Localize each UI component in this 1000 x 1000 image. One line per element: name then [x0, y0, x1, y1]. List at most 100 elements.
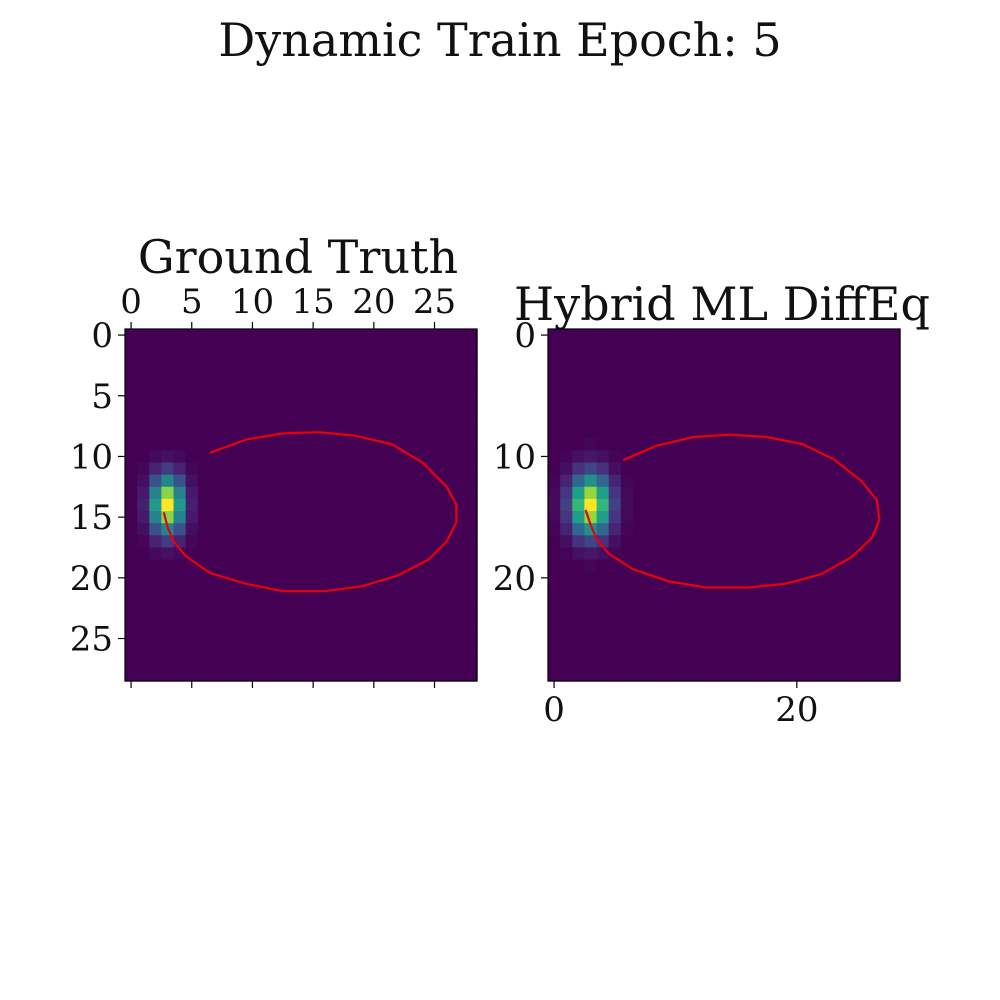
heatmap-cell [343, 377, 357, 391]
heatmap-cell [657, 365, 670, 379]
heatmap-cell [730, 668, 743, 682]
heatmap-cell [766, 377, 780, 391]
heatmap-cell [270, 511, 284, 524]
heatmap-cell [887, 559, 901, 573]
heatmap-cell [137, 450, 150, 464]
heatmap-cell [185, 608, 199, 621]
heatmap-cell [790, 535, 804, 549]
heatmap-cell [173, 341, 187, 354]
heatmap-cell [307, 474, 320, 488]
heatmap-cell [282, 620, 296, 634]
heatmap-cell [875, 620, 889, 634]
heatmap-cell [161, 596, 175, 609]
heatmap-cell [294, 620, 308, 634]
heatmap-cell [209, 523, 223, 536]
heatmap-cell [584, 596, 598, 609]
heatmap-cell [185, 656, 199, 670]
heatmap-cell [827, 535, 840, 549]
heatmap-cell [246, 583, 260, 597]
heatmap-cell [839, 498, 853, 512]
heatmap-cell [234, 341, 247, 354]
x-tick-label: 0 [120, 282, 142, 322]
heatmap-cell [730, 438, 743, 451]
heatmap-cell [234, 632, 247, 646]
heatmap-cell [778, 571, 792, 585]
heatmap-cell [681, 535, 695, 549]
heatmap-cell [428, 511, 442, 524]
heatmap-cell [161, 413, 175, 427]
heatmap-cell [778, 559, 792, 573]
heatmap-cell [778, 644, 792, 658]
heatmap-cell [379, 656, 393, 670]
heatmap-cell [560, 438, 573, 451]
heatmap-cell [307, 450, 320, 464]
heatmap-cell [730, 329, 743, 342]
heatmap-cell [137, 608, 150, 621]
heatmap-cell [319, 511, 332, 524]
heatmap-cell [851, 450, 865, 464]
heatmap-cell [319, 559, 332, 573]
heatmap-cell [343, 632, 357, 646]
heatmap-cell [742, 401, 755, 415]
heatmap-cell [815, 426, 828, 439]
heatmap-cell [307, 462, 320, 476]
heatmap-cell [802, 559, 816, 573]
heatmap-cell [681, 365, 695, 379]
heatmap-cell [464, 329, 478, 342]
heatmap-cell [282, 329, 296, 342]
heatmap-cell [125, 365, 138, 379]
heatmap-cell [596, 438, 610, 451]
heatmap-cell [790, 620, 804, 634]
heatmap-cell [173, 583, 187, 597]
heatmap-cell [669, 365, 683, 379]
heatmap-cell [693, 353, 707, 367]
heatmap-cell [596, 353, 610, 367]
heatmap-cell [693, 511, 707, 524]
heatmap-cell [173, 668, 187, 682]
heatmap-cell [802, 632, 816, 646]
heatmap-cell [149, 486, 163, 500]
heatmap-cell [730, 474, 743, 488]
heatmap-cell [887, 329, 901, 342]
heatmap-cell [657, 668, 670, 682]
heatmap-cell [681, 644, 695, 658]
heatmap-cell [282, 498, 296, 512]
heatmap-cell [161, 498, 175, 512]
heatmap-cell [319, 596, 332, 609]
heatmap-cell [863, 583, 877, 597]
heatmap-cell [161, 571, 175, 585]
heatmap-cell [209, 462, 223, 476]
heatmap-cell [282, 608, 296, 621]
heatmap-cell [149, 365, 163, 379]
heatmap-cell [464, 535, 478, 549]
heatmap-cell [404, 426, 417, 439]
heatmap-cell [355, 486, 369, 500]
heatmap-cell [464, 365, 478, 379]
heatmap-cell [125, 596, 138, 609]
heatmap-cell [730, 632, 743, 646]
heatmap-cell [851, 632, 865, 646]
heatmap-cell [197, 547, 211, 561]
heatmap-cell [839, 596, 853, 609]
heatmap-cell [428, 620, 442, 634]
heatmap-cell [681, 668, 695, 682]
heatmap-cell [548, 620, 561, 634]
heatmap-cell [584, 377, 598, 391]
heatmap-cell [149, 583, 163, 597]
heatmap-cell [452, 596, 466, 609]
heatmap-cell [802, 450, 816, 464]
heatmap-cell [620, 462, 634, 476]
heatmap-cell [657, 632, 670, 646]
heatmap-cell [440, 389, 454, 403]
heatmap-cell [742, 389, 755, 403]
heatmap-cell [730, 596, 743, 609]
heatmap-cell [149, 668, 163, 682]
heatmap-cell [815, 583, 828, 597]
heatmap-cell [572, 596, 586, 609]
heatmap-cell [645, 511, 658, 524]
heatmap-cell [197, 535, 211, 549]
heatmap-cell [234, 535, 247, 549]
heatmap-cell [608, 535, 622, 549]
heatmap-cell [209, 547, 223, 561]
